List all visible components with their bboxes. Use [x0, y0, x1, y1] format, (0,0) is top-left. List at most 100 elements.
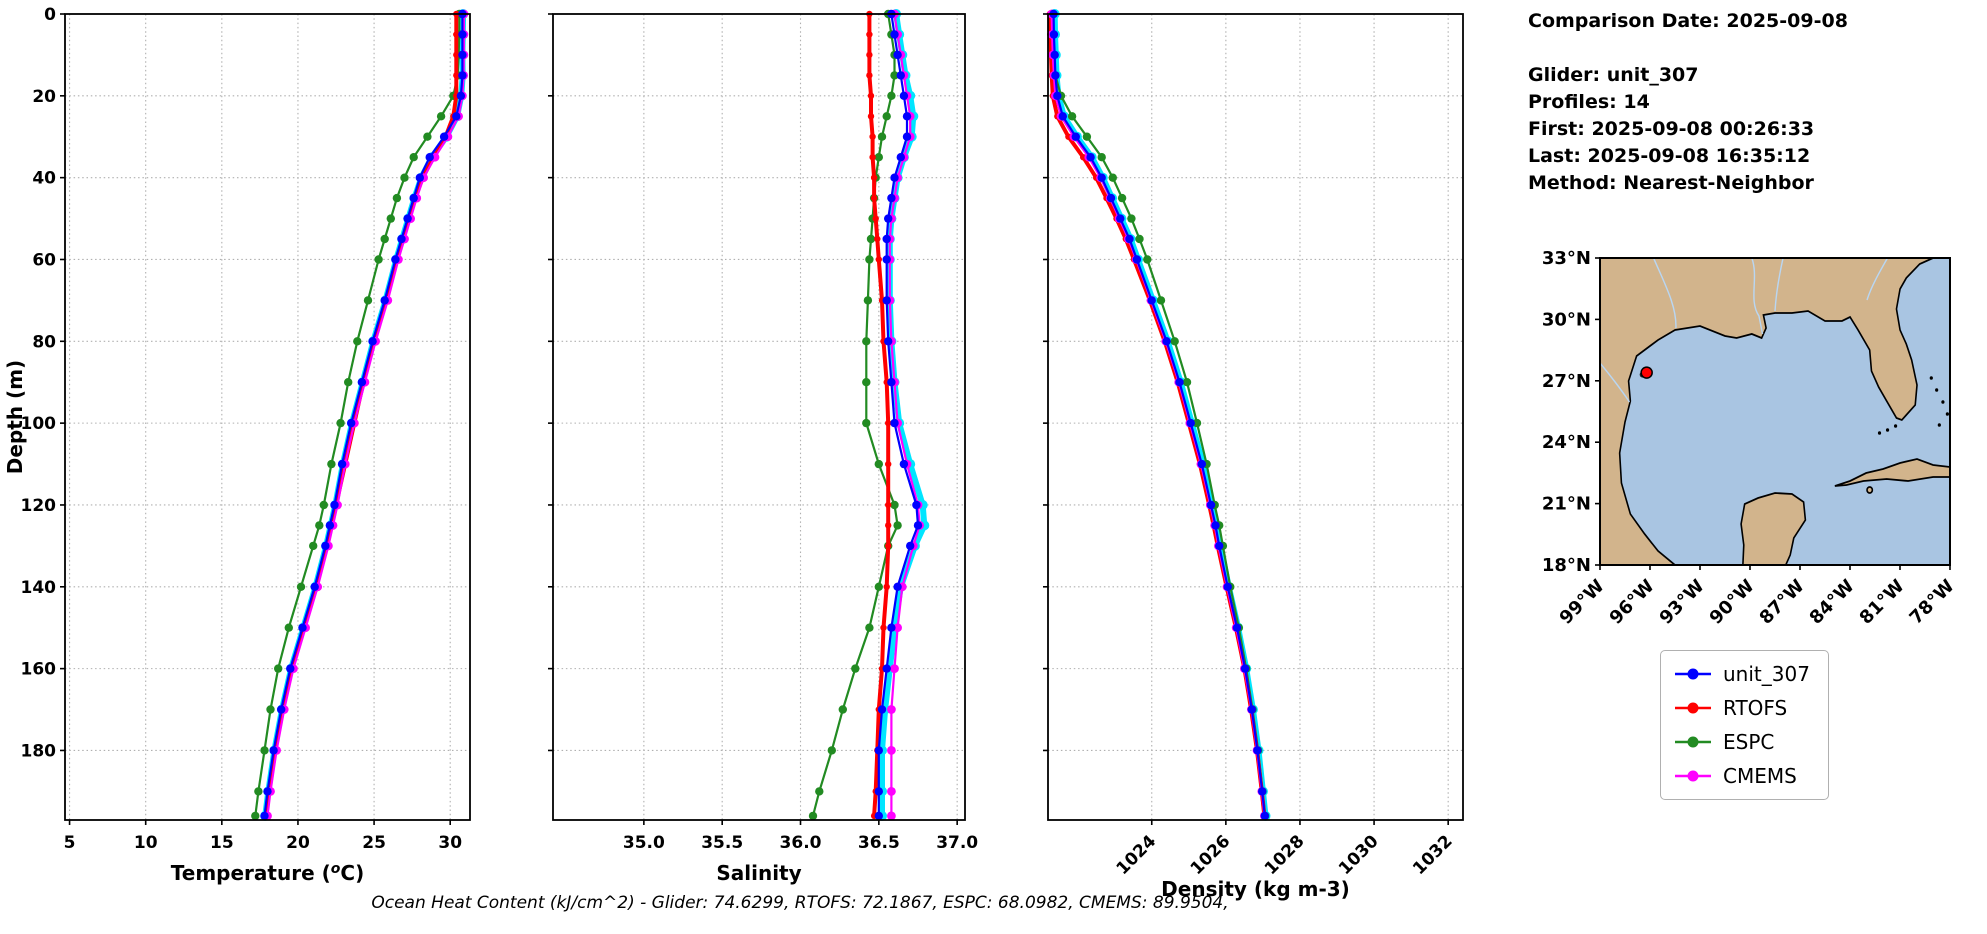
georgia-river [1866, 258, 1889, 301]
svg-text:30°N: 30°N [1542, 309, 1591, 330]
svg-text:21°N: 21°N [1542, 494, 1591, 515]
svg-text:37.0: 37.0 [936, 833, 978, 853]
svg-text:93°W: 93°W [1656, 576, 1709, 629]
svg-text:0: 0 [44, 5, 56, 25]
series-RTOFS [1047, 13, 1267, 817]
island-speck [1937, 423, 1941, 427]
series-CMEMS [888, 13, 921, 816]
series-ESPC [811, 13, 899, 817]
svg-text:15: 15 [210, 833, 234, 853]
gulf-of-mexico-map: 99°W96°W93°W90°W87°W84°W81°W78°W 33°N 30°N… [1542, 248, 1959, 629]
legend-label: unit_307 [1723, 662, 1810, 686]
legend-line-marker [1675, 736, 1711, 748]
series-ESPC [1050, 13, 1267, 817]
temperature-profile-plot: 5 10 15 20 25 30 0 20 40 60 80 100 120 140 160 180 Tempe… [3, 5, 471, 885]
svg-text:1028: 1028 [1261, 831, 1309, 879]
profiles-count-text: Profiles: 14 [1528, 91, 1650, 113]
island-speck [1941, 400, 1945, 404]
svg-text:60: 60 [32, 250, 56, 270]
isla-juventud [1866, 486, 1874, 494]
svg-text:10: 10 [134, 833, 158, 853]
texas-river [1652, 258, 1677, 329]
svg-text:5: 5 [64, 833, 76, 853]
metadata-panel: Comparison Date: 2025-09-08 Glider: unit… [1528, 8, 1848, 197]
spacer-line [1528, 35, 1848, 62]
legend-label: RTOFS [1723, 696, 1788, 720]
legend-label: CMEMS [1723, 764, 1797, 788]
svg-text:160: 160 [21, 660, 57, 680]
svg-text:78°W: 78°W [1906, 576, 1959, 629]
method-text: Method: Nearest-Neighbor [1528, 172, 1814, 194]
comparison-date-text: Comparison Date: 2025-09-08 [1528, 10, 1848, 32]
series-ESPC [254, 14, 461, 817]
svg-text:1032: 1032 [1409, 831, 1457, 879]
legend-label: ESPC [1723, 730, 1775, 754]
svg-text:81°W: 81°W [1856, 576, 1909, 629]
svg-text:20: 20 [286, 833, 310, 853]
legend-item-ESPC: ESPC [1673, 727, 1810, 757]
yucatan-peninsula [1740, 492, 1807, 565]
legend-line-marker [1675, 702, 1711, 714]
island-speck [1935, 388, 1939, 392]
north-america-landmass [1600, 258, 1934, 565]
legend-line-marker [1675, 770, 1711, 782]
series-unit_307 [877, 13, 920, 816]
svg-text:84°W: 84°W [1806, 576, 1859, 629]
svg-text:36.0: 36.0 [780, 833, 822, 853]
svg-text:140: 140 [21, 578, 57, 598]
series-RTOFS [867, 14, 891, 817]
florida-keys [1893, 424, 1898, 428]
legend-item-unit_307: unit_307 [1673, 659, 1810, 689]
glider-name-text: Glider: unit_307 [1528, 64, 1699, 86]
series-unit_307 [263, 14, 464, 817]
legend-item-RTOFS: RTOFS [1673, 693, 1810, 723]
svg-text:Depth (m): Depth (m) [3, 360, 27, 474]
svg-text:40: 40 [32, 169, 56, 189]
svg-text:24°N: 24°N [1542, 432, 1591, 453]
salinity-profile-plot: 35.0 35.5 36.0 36.5 37.0 Salinity [548, 9, 978, 885]
mississippi-river [1751, 258, 1764, 335]
svg-text:1026: 1026 [1187, 831, 1235, 879]
svg-text:27°N: 27°N [1542, 371, 1591, 392]
svg-text:25: 25 [362, 833, 386, 853]
svg-text:20: 20 [32, 87, 56, 107]
svg-text:90°W: 90°W [1706, 576, 1759, 629]
island-speck [1929, 376, 1933, 380]
svg-text:33°N: 33°N [1542, 248, 1591, 269]
glider-position-marker [1640, 366, 1653, 379]
series-unit_307 [1052, 13, 1266, 817]
first-profile-time-text: First: 2025-09-08 00:26:33 [1528, 118, 1815, 140]
svg-text:36.5: 36.5 [858, 833, 900, 853]
svg-text:1030: 1030 [1335, 831, 1383, 879]
series-glider_scatter [262, 13, 467, 817]
alabama-river [1774, 258, 1784, 312]
florida-keys [1877, 431, 1882, 435]
legend-line-marker [1675, 668, 1711, 680]
svg-text:87°W: 87°W [1756, 576, 1809, 629]
florida-keys [1885, 428, 1890, 432]
density-profile-plot: 1024 1026 1028 1030 1032 Density (kg m-3) [1043, 9, 1464, 901]
svg-text:Salinity: Salinity [716, 861, 801, 885]
svg-text:120: 120 [21, 496, 57, 516]
svg-text:35.0: 35.0 [623, 833, 665, 853]
svg-text:30: 30 [438, 833, 462, 853]
map-body [1600, 258, 1950, 565]
ocean-heat-content-caption: Ocean Heat Content (kJ/cm^2) - Glider: 7… [371, 893, 1229, 913]
legend-item-CMEMS: CMEMS [1673, 761, 1810, 791]
svg-text:18°N: 18°N [1542, 555, 1591, 576]
series-CMEMS [266, 14, 465, 817]
cuba-island [1834, 458, 1950, 487]
svg-text:180: 180 [21, 741, 57, 761]
rio-grande-river [1600, 362, 1631, 403]
last-profile-time-text: Last: 2025-09-08 16:35:12 [1528, 145, 1811, 167]
svg-text:99°W: 99°W [1556, 576, 1609, 629]
svg-text:80: 80 [32, 332, 56, 352]
svg-text:Density (kg m-3): Density (kg m-3) [1161, 877, 1350, 901]
svg-text:35.5: 35.5 [701, 833, 743, 853]
svg-text:96°W: 96°W [1606, 576, 1659, 629]
legend-box: unit_307 RTOFS ESPC CMEMS [1660, 650, 1829, 800]
svg-text:Temperature (oC): Temperature (oC) [171, 861, 364, 885]
island-speck [1945, 412, 1949, 416]
svg-text:1024: 1024 [1113, 831, 1161, 879]
